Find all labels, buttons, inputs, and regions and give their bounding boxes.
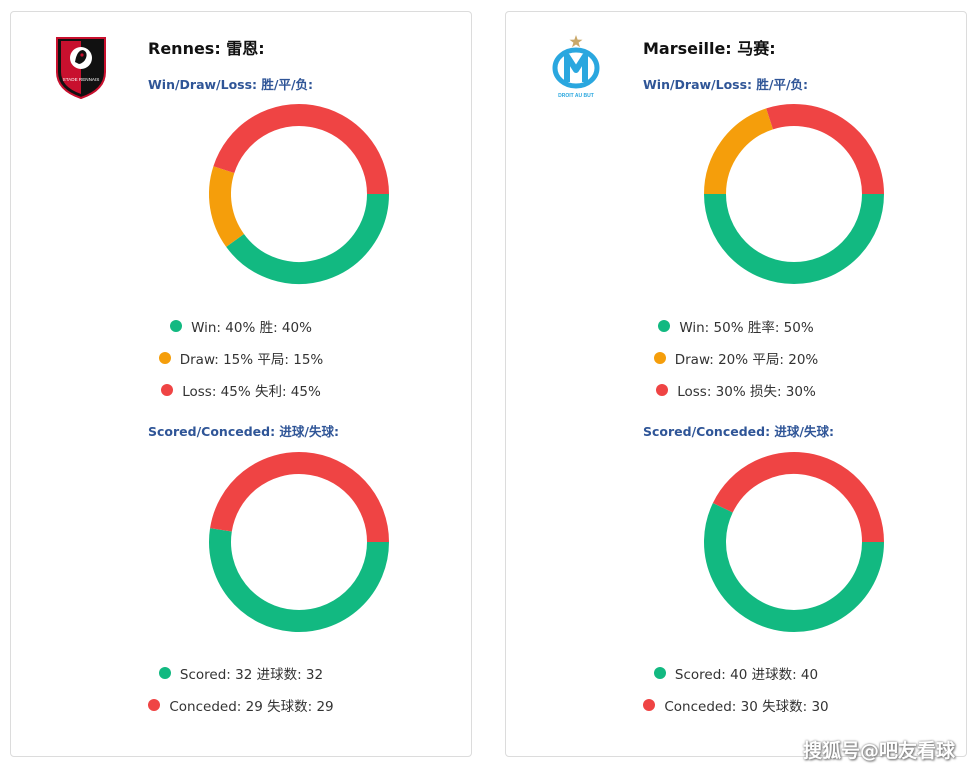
legend-item-scored: Scored: 40 进球数: 40 bbox=[506, 663, 966, 683]
legend-item-conceded: Conceded: 29 失球数: 29 bbox=[11, 695, 471, 715]
loss-dot-icon bbox=[161, 384, 174, 396]
legend-label: Conceded: 29 失球数: 29 bbox=[169, 699, 334, 715]
goals-section-label: Scored/Conceded: 进球/失球: bbox=[148, 424, 339, 439]
legend-label: Win: 40% 胜: 40% bbox=[191, 320, 312, 336]
legend-item-loss: Loss: 30% 损失: 30% bbox=[506, 380, 966, 400]
donut-segment-win bbox=[226, 193, 389, 284]
donut-chart-goals bbox=[209, 452, 389, 632]
team-card-rennes: STADE RENNAIS Rennes: 雷恩: Win/Draw/Loss:… bbox=[10, 11, 472, 757]
legend-label: Scored: 40 进球数: 40 bbox=[674, 667, 819, 683]
legend-label: Loss: 45% 失利: 45% bbox=[182, 384, 321, 400]
legend-label: Scored: 32 进球数: 32 bbox=[179, 667, 324, 683]
donut-segment-scored bbox=[209, 528, 389, 632]
scored-dot-icon bbox=[653, 667, 666, 679]
conceded-dot-icon bbox=[643, 699, 656, 711]
draw-dot-icon bbox=[158, 352, 171, 364]
win-dot-icon bbox=[658, 320, 671, 332]
legend-item-conceded: Conceded: 30 失球数: 30 bbox=[506, 695, 966, 715]
donut-chart-goals bbox=[704, 452, 884, 632]
donut-segment-draw bbox=[209, 166, 245, 247]
team-title: Marseille: 马赛: bbox=[643, 39, 776, 58]
donut-chart-wdl bbox=[209, 104, 389, 284]
draw-dot-icon bbox=[653, 352, 666, 364]
legend-item-scored: Scored: 32 进球数: 32 bbox=[11, 663, 471, 683]
loss-dot-icon bbox=[656, 384, 669, 396]
svg-text:DROIT AU BUT: DROIT AU BUT bbox=[558, 93, 594, 99]
svg-text:STADE RENNAIS: STADE RENNAIS bbox=[63, 77, 100, 82]
watermark: 搜狐号@吧友看球 bbox=[802, 740, 955, 762]
legend-label: Loss: 30% 损失: 30% bbox=[677, 384, 816, 400]
legend-label: Draw: 15% 平局: 15% bbox=[179, 352, 324, 368]
legend-label: Conceded: 30 失球数: 30 bbox=[664, 699, 829, 715]
legend-item-win: Win: 50% 胜率: 50% bbox=[506, 316, 966, 336]
legend-label: Draw: 20% 平局: 20% bbox=[674, 352, 819, 368]
scored-dot-icon bbox=[158, 667, 171, 679]
conceded-dot-icon bbox=[148, 699, 161, 711]
olympique-marseille-crest-icon: DROIT AU BUT bbox=[546, 32, 606, 102]
legend-item-draw: Draw: 20% 平局: 20% bbox=[506, 348, 966, 368]
legend-label: Win: 50% 胜率: 50% bbox=[679, 320, 814, 336]
donut-segment-loss bbox=[213, 104, 389, 195]
legend-item-loss: Loss: 45% 失利: 45% bbox=[11, 380, 471, 400]
donut-segment-draw bbox=[704, 108, 774, 195]
wdl-section-label: Win/Draw/Loss: 胜/平/负: bbox=[148, 77, 314, 92]
donut-chart-wdl bbox=[704, 104, 884, 284]
legend-item-win: Win: 40% 胜: 40% bbox=[11, 316, 471, 336]
wdl-section-label: Win/Draw/Loss: 胜/平/负: bbox=[643, 77, 809, 92]
donut-segment-conceded bbox=[712, 452, 884, 543]
team-title: Rennes: 雷恩: bbox=[148, 39, 265, 58]
stade-rennais-crest-icon: STADE RENNAIS bbox=[51, 32, 111, 102]
team-card-marseille: DROIT AU BUT Marseille: 马赛: Win/Draw/Los… bbox=[505, 11, 967, 757]
donut-segment-conceded bbox=[210, 452, 389, 543]
donut-segment-win bbox=[704, 193, 884, 284]
donut-segment-loss bbox=[766, 104, 884, 195]
donut-segment-scored bbox=[704, 502, 884, 632]
goals-section-label: Scored/Conceded: 进球/失球: bbox=[643, 424, 834, 439]
legend-item-draw: Draw: 15% 平局: 15% bbox=[11, 348, 471, 368]
win-dot-icon bbox=[170, 320, 183, 332]
